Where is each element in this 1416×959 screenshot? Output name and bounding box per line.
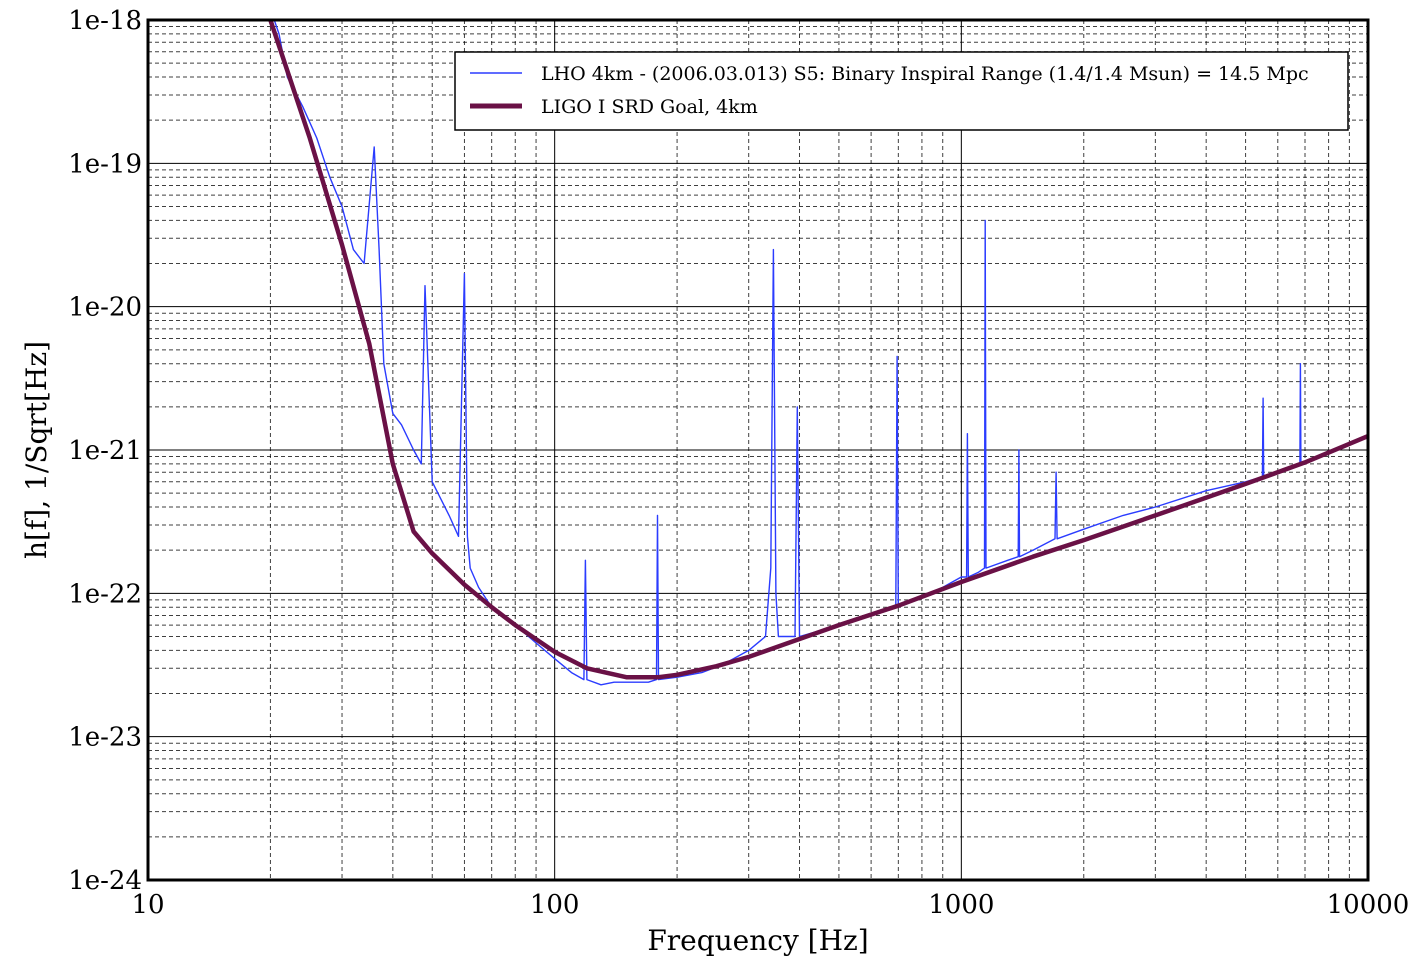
major-grid <box>148 20 1368 880</box>
y-tick-labels: 1e-18 1e-19 1e-20 1e-21 1e-22 1e-23 1e-24 <box>68 6 142 896</box>
x-tick-label: 10 <box>131 890 164 920</box>
y-tick-label: 1e-18 <box>68 6 142 36</box>
y-tick-label: 1e-21 <box>68 436 142 466</box>
x-axis-title: Frequency [Hz] <box>647 924 868 957</box>
x-tick-label: 100 <box>530 890 580 920</box>
y-axis-title: h[f], 1/Sqrt[Hz] <box>20 341 53 559</box>
legend-label-lho: LHO 4km - (2006.03.013) S5: Binary Inspi… <box>541 63 1309 85</box>
y-tick-label: 1e-22 <box>68 579 142 609</box>
plot-frame <box>146 18 1370 882</box>
y-tick-label: 1e-23 <box>68 723 142 753</box>
series-srd-goal-line <box>268 20 1368 680</box>
series-lho-4km-line <box>273 20 1305 686</box>
x-tick-label: 10000 <box>1327 890 1410 920</box>
legend: LHO 4km - (2006.03.013) S5: Binary Inspi… <box>454 51 1349 131</box>
y-tick-label: 1e-24 <box>68 866 142 896</box>
y-tick-label: 1e-20 <box>68 293 142 323</box>
plot-series <box>268 20 1368 686</box>
x-tick-label: 1000 <box>928 890 994 920</box>
x-tick-labels: 10 100 1000 10000 <box>131 890 1409 920</box>
legend-box <box>454 51 1349 131</box>
y-tick-label: 1e-19 <box>68 149 142 179</box>
legend-label-srd-goal: LIGO I SRD Goal, 4km <box>541 96 758 118</box>
